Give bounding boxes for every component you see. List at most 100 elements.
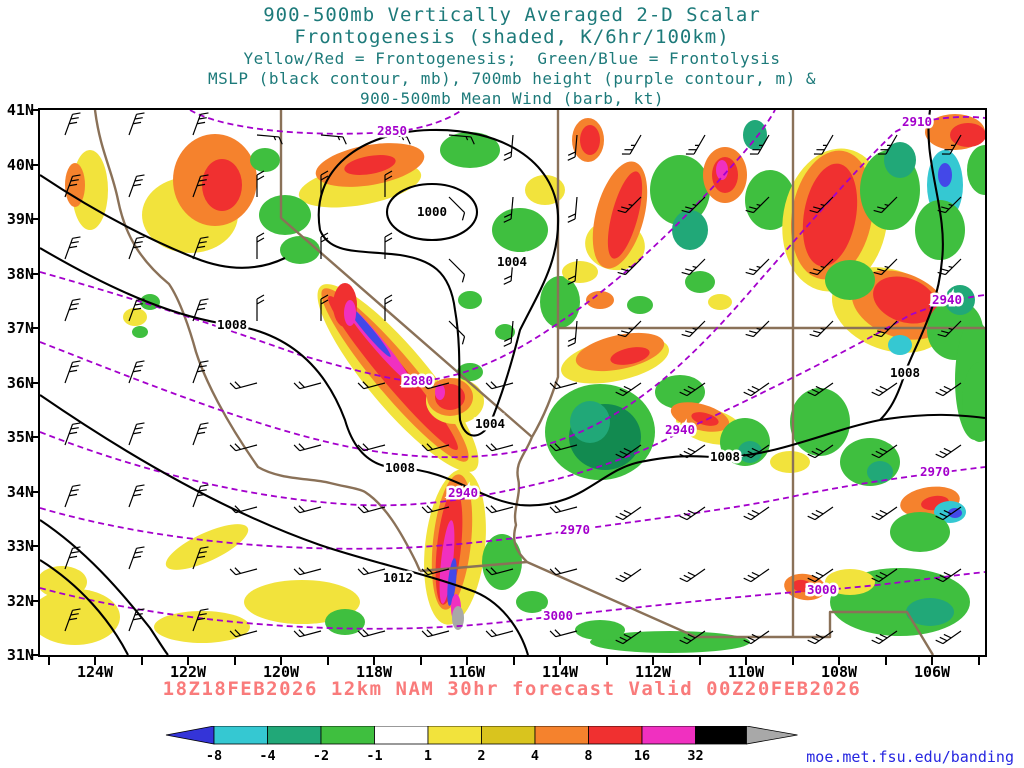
map-frame: 1000 1000 1004 1004 1008 1008 1008 1008 1004 1004…: [38, 108, 987, 657]
lon-axis-tick: [698, 657, 701, 665]
lat-axis-tick: [31, 436, 39, 438]
wind-barb: [813, 134, 834, 155]
lon-axis-tick: [512, 657, 515, 665]
wind-barb: [256, 294, 265, 321]
colorbar-segment: [213, 726, 268, 745]
shading-blob: [328, 296, 458, 450]
wind-barb: [567, 320, 578, 347]
shading-blob: [562, 261, 598, 283]
mslp-contour: [385, 182, 479, 242]
wind-barb: [64, 484, 81, 508]
shading-blob: [672, 210, 708, 250]
wind-barb: [64, 360, 81, 384]
wind-barb: [941, 134, 962, 155]
shading-blob: [884, 142, 916, 178]
shading-blob: [967, 145, 985, 195]
colorbar-tick-label: -2: [313, 748, 329, 764]
wind-barb: [809, 258, 834, 276]
shading-blob: [873, 276, 937, 324]
colorbar-tick-label: 8: [584, 748, 592, 764]
wind-barb: [357, 381, 386, 390]
chart-title-line-1: 900-500mb Vertically Averaged 2-D Scalar: [263, 4, 761, 26]
wind-barb: [229, 629, 258, 638]
contour-label-halo: 1008: [890, 365, 920, 380]
wind-barb: [807, 568, 834, 583]
wind-barb: [448, 196, 466, 221]
height-contour: [40, 571, 985, 630]
contour-label-halo: 2880: [403, 373, 433, 388]
mslp-contour-label: 1008: [385, 460, 415, 475]
chart-title-line-2: Frontogenesis (shaded, K/6hr/100km): [294, 26, 730, 48]
lat-axis-tick: [31, 327, 39, 329]
wind-barb: [567, 134, 578, 161]
colorbar-segment: [267, 726, 322, 745]
wind-barb: [679, 568, 706, 583]
shading-blob: [495, 324, 515, 340]
wind-barb: [485, 505, 514, 514]
wind-barb: [192, 298, 209, 322]
colorbar-tick-label: -4: [259, 748, 275, 764]
wind-barb: [877, 134, 898, 155]
mslp-contour: [40, 394, 530, 655]
wind-barb: [871, 630, 898, 645]
wind-barb: [320, 232, 329, 259]
contour-label-halo: 3000: [807, 582, 837, 597]
lon-axis-tick: [791, 657, 794, 665]
lat-axis-tick: [31, 599, 39, 602]
wind-barb: [679, 630, 706, 645]
state-border: [279, 110, 533, 438]
wind-barb: [192, 236, 209, 260]
shading-blob: [888, 335, 912, 355]
wind-barb: [549, 567, 578, 576]
wind-barb: [384, 294, 393, 321]
lat-axis-tick: [31, 545, 39, 547]
wind-barb: [192, 174, 209, 198]
colorbar-tick-label: 32: [687, 748, 703, 764]
shading-blob: [250, 148, 280, 172]
wind-barb: [679, 506, 706, 521]
colorbar-segment: [427, 726, 482, 745]
wind-barb: [871, 444, 898, 459]
wind-barb: [679, 444, 706, 459]
lon-axis-tick: [94, 657, 96, 665]
wind-barb: [293, 381, 322, 390]
wind-barb: [935, 568, 962, 583]
state-border: [93, 110, 422, 572]
lon-label: 112W: [634, 663, 672, 681]
wind-barb: [617, 196, 642, 214]
credit-url[interactable]: moe.met.fsu.edu/banding: [806, 748, 1014, 766]
wind-barb: [567, 196, 578, 223]
lat-label: 38N: [6, 264, 34, 283]
wind-barb: [809, 320, 834, 338]
mslp-contour: [40, 174, 286, 269]
mslp-contour-label: 1004: [475, 416, 505, 431]
shading-blob: [344, 155, 396, 175]
wind-barb: [617, 320, 642, 338]
wind-barb: [192, 608, 209, 632]
mslp-contour-label: 1000: [417, 204, 447, 219]
wind-barb: [357, 505, 386, 514]
wind-barb: [567, 258, 578, 285]
weather-map-canvas: 1000100010041004100810081008100810041004…: [40, 110, 985, 655]
wind-barb: [745, 258, 770, 276]
wind-barb: [229, 567, 258, 576]
colorbar: -8 -4 -2 -1 1 2 4 8 16 32: [165, 726, 798, 764]
wind-barb: [128, 112, 145, 136]
shading-blob: [790, 388, 850, 456]
wind-barb: [935, 506, 962, 521]
colorbar-arrow-right: [746, 726, 798, 745]
chart-title-line-5: 900-500mb Mean Wind (barb, kt): [360, 89, 664, 108]
height-contour-label: 2880: [403, 373, 433, 388]
wind-barb: [743, 568, 770, 583]
wind-barb: [935, 630, 962, 645]
wind-barb: [192, 112, 209, 136]
mslp-contour-label: 1004: [497, 254, 527, 269]
wind-barb: [873, 258, 898, 276]
wind-barb: [128, 174, 145, 198]
wind-barb: [681, 196, 706, 214]
lon-axis-tick: [931, 657, 933, 665]
lat-label: 41N: [6, 101, 34, 119]
shading-blob: [325, 609, 365, 635]
shading-blob: [575, 620, 625, 640]
shading-blob: [516, 591, 548, 613]
